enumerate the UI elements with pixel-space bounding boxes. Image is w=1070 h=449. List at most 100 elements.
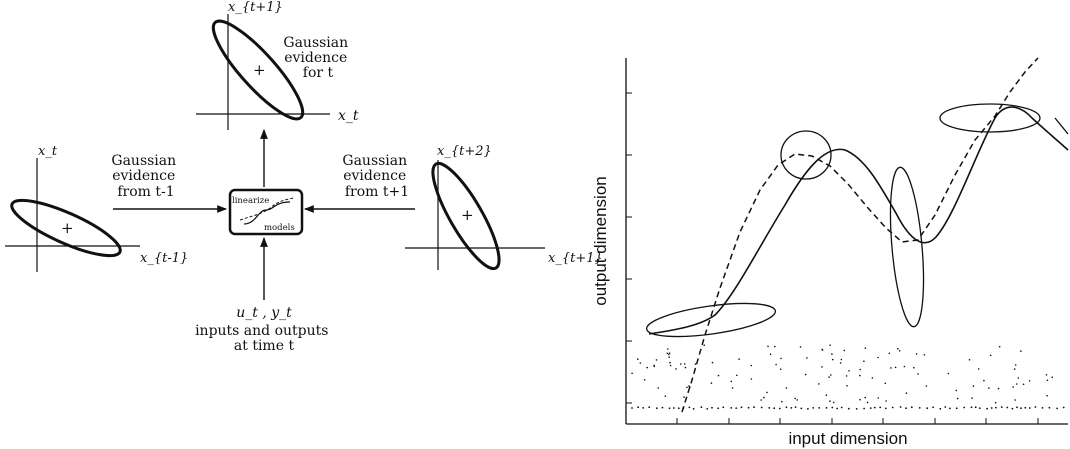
data-point [664,395,667,397]
data-point [683,396,685,398]
data-point [821,349,824,351]
data-point [668,356,670,359]
data-point [675,368,677,370]
data-point [970,406,973,409]
data-point [778,407,781,410]
x-axis-label: input dimension [788,429,907,448]
left-plot-ellipse [10,198,122,258]
data-point [859,398,861,401]
data-point [646,366,648,369]
top-plot-marker: + [253,61,266,79]
data-point [845,375,848,377]
right-plot-x-label: x_{t+1} [548,251,603,266]
data-point [863,407,865,410]
data-point [683,363,686,365]
left-diagram [5,14,545,300]
data-point [836,407,839,410]
data-point [944,406,947,408]
data-point [769,353,772,356]
data-point [923,354,926,356]
data-point [775,363,777,366]
data-point [840,406,843,409]
data-point [1028,407,1031,409]
data-point [812,407,815,409]
data-point [971,397,973,399]
right-plot [625,57,1069,425]
data-point [832,401,835,404]
data-point [700,406,703,409]
data-point [831,353,833,355]
data-point [637,358,639,361]
right-plot-marker: + [461,206,474,224]
data-point [686,386,688,389]
data-point [767,345,769,348]
center-box-top-word: linearize [232,196,269,206]
data-point [899,406,902,408]
local-gaussian-1 [645,302,777,338]
data-point [847,407,850,410]
left-plot-y-label: x_t [38,144,58,159]
data-point [750,364,753,367]
data-point [768,407,771,409]
data-point [631,407,633,409]
data-point [972,385,975,387]
data-point [968,359,971,361]
y-axis-label: output dimension [591,176,610,305]
left-plot-x-label: x_{t-1} [140,251,188,266]
data-point [829,344,831,347]
data-point [843,349,846,352]
data-point [760,406,763,409]
data-point [710,382,713,384]
data-point [989,354,992,357]
edge-curve-fragment [1054,117,1069,135]
data-point [828,376,830,378]
data-point [918,407,921,409]
data-point [1006,406,1009,409]
data-point [983,379,985,382]
data-point [688,385,690,387]
data-point [949,407,951,410]
data-point [1020,350,1022,352]
data-point [722,406,725,409]
data-point [631,372,633,375]
data-point [677,407,680,410]
data-point [1017,377,1020,379]
data-point [637,406,640,409]
data-point [653,364,655,367]
data-point [1024,406,1027,409]
left-evidence-plot [5,158,140,272]
data-point [894,366,897,369]
data-point [750,378,753,380]
data-point [760,399,762,401]
data-point [898,350,901,352]
data-point [684,366,687,369]
data-point [692,408,695,410]
data-point [879,406,882,409]
data-point [866,401,869,404]
data-point [1056,407,1058,410]
data-point [738,358,740,360]
evidence-from-next-label: Gaussian evidence from t+1 [342,153,411,200]
data-point [667,348,669,350]
data-point [956,397,959,400]
data-point [831,406,834,409]
data-point [736,374,738,377]
data-point [796,399,798,401]
data-point [846,385,848,387]
data-point [781,400,783,403]
data-point [668,407,671,410]
data-point [740,406,743,409]
inputs-outputs-label: inputs and outputs at time t [195,323,333,354]
right-evidence-plot [405,160,545,271]
data-point [825,394,828,396]
data-point [917,373,919,375]
data-point [1016,406,1018,409]
data-point [885,400,887,402]
data-point [840,358,843,361]
center-box-curve-dashed [239,197,295,221]
evidence-from-prev-label: Gaussian evidence from t-1 [111,153,180,200]
data-point [731,387,734,389]
data-point [747,406,750,409]
data-point [818,407,821,409]
data-point [1045,374,1048,376]
